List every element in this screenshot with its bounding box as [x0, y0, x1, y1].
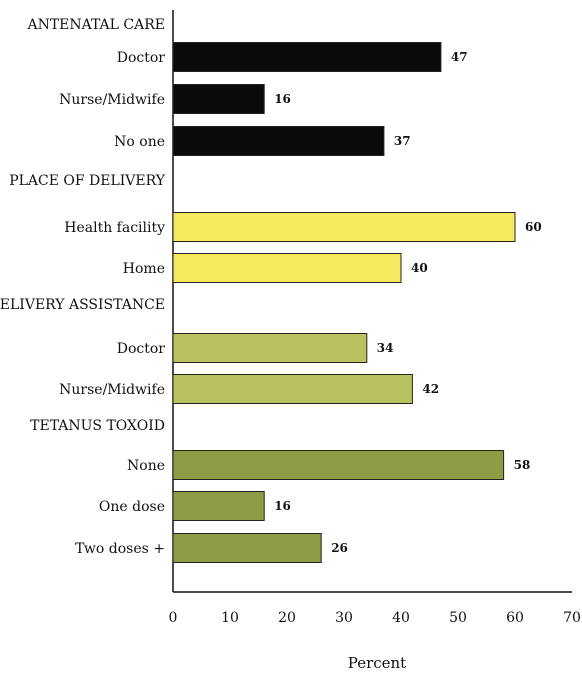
- section-title: TETANUS TOXOID: [30, 418, 165, 434]
- category-label: No one: [114, 134, 165, 150]
- data-label: 47: [451, 50, 468, 64]
- x-tick-label: 40: [392, 610, 410, 626]
- section-title: ANTENATAL CARE: [26, 17, 165, 33]
- data-label: 16: [274, 499, 291, 513]
- data-label: 60: [525, 220, 542, 234]
- category-label: Home: [123, 261, 165, 277]
- category-label: Two doses +: [75, 541, 165, 557]
- data-label: 58: [514, 458, 531, 472]
- data-label: 40: [411, 261, 428, 275]
- section-title: PLACE OF DELIVERY: [9, 173, 166, 189]
- category-label: Doctor: [117, 50, 166, 66]
- category-label: Nurse/Midwife: [59, 382, 165, 398]
- category-label: Doctor: [117, 341, 166, 357]
- x-tick-label: 50: [449, 610, 467, 626]
- x-tick-label: 0: [169, 610, 178, 626]
- data-label: 42: [422, 382, 439, 396]
- bar: [172, 212, 516, 242]
- bar: [172, 374, 413, 404]
- data-label: 16: [274, 92, 291, 106]
- x-tick-label: 10: [221, 610, 239, 626]
- section-title: DELIVERY ASSISTANCE: [0, 297, 165, 313]
- x-tick-label: 70: [563, 610, 581, 626]
- category-label: Nurse/Midwife: [59, 92, 165, 108]
- data-label: 34: [377, 341, 394, 355]
- category-label: None: [127, 458, 165, 474]
- bar: [172, 333, 368, 363]
- x-tick-label: 30: [335, 610, 353, 626]
- data-label: 26: [331, 541, 348, 555]
- bar: [172, 84, 265, 114]
- bar: [172, 253, 402, 283]
- data-label: 37: [394, 134, 411, 148]
- x-tick-label: 60: [506, 610, 524, 626]
- x-axis-label: Percent: [348, 654, 406, 672]
- bar: [172, 42, 442, 72]
- bar: [172, 533, 322, 563]
- bar: [172, 450, 505, 480]
- bar: [172, 126, 385, 156]
- x-tick-label: 20: [278, 610, 296, 626]
- category-label: Health facility: [64, 220, 165, 236]
- bar: [172, 491, 265, 521]
- category-label: One dose: [99, 499, 165, 515]
